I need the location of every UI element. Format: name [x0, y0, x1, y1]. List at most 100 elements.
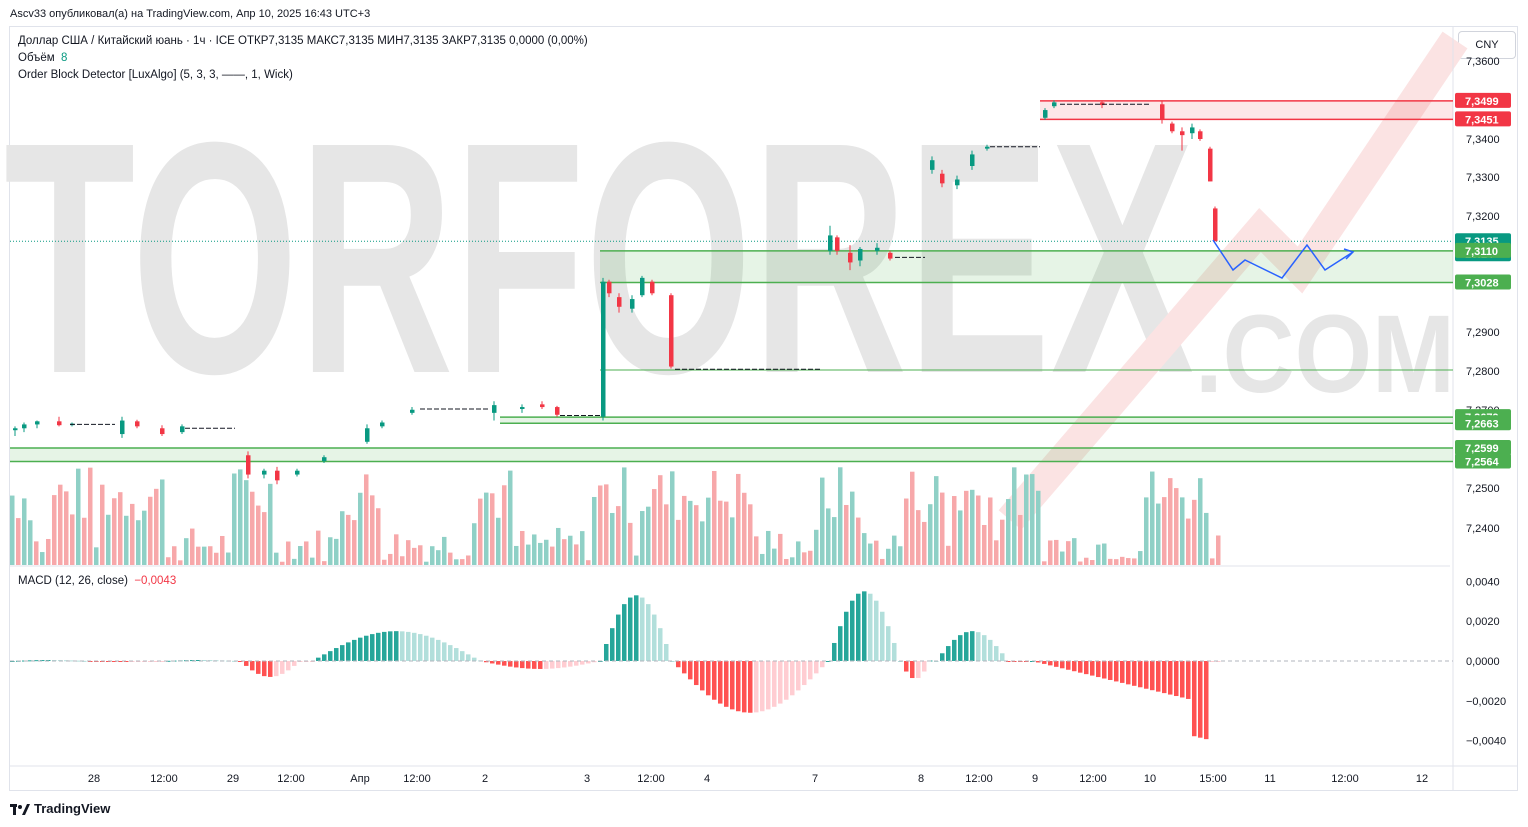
- volume-bar: [370, 495, 375, 565]
- macd-bar: [1174, 661, 1179, 697]
- candle-up: [410, 407, 415, 415]
- volume-bar: [436, 550, 441, 565]
- macd-bar: [352, 639, 357, 661]
- candle-body: [940, 173, 945, 184]
- volume-bar: [112, 498, 117, 565]
- macd-bar: [1150, 661, 1155, 691]
- macd-bar: [988, 639, 993, 661]
- macd-bar: [982, 635, 987, 661]
- macd-bar: [1072, 661, 1077, 672]
- volume-bar: [820, 477, 825, 565]
- candle-up: [365, 424, 370, 444]
- volume-bar: [760, 553, 765, 565]
- macd-bar: [628, 597, 633, 661]
- candle-body: [669, 295, 674, 367]
- volume-bar: [286, 541, 291, 565]
- macd-bar: [388, 631, 393, 661]
- volume-bar: [1024, 474, 1029, 565]
- macd-tick-label: 0,0020: [1466, 616, 1500, 628]
- price-label-box: [1455, 274, 1511, 290]
- macd-bar: [1180, 661, 1185, 698]
- volume-bar: [1108, 558, 1113, 565]
- macd-bar: [856, 593, 861, 661]
- volume-bar: [316, 530, 321, 565]
- candle-body: [180, 426, 185, 433]
- volume-bar: [256, 505, 261, 565]
- macd-bar: [1036, 661, 1041, 663]
- volume-bar: [844, 504, 849, 565]
- time-tick-label: Апр: [350, 773, 369, 785]
- macd-bar: [124, 661, 129, 662]
- volume-bar: [838, 467, 843, 565]
- candle-body: [1170, 123, 1175, 132]
- macd-bar: [694, 661, 699, 686]
- macd-bar: [556, 661, 561, 669]
- macd-bar: [532, 661, 537, 669]
- volume-bar: [664, 504, 669, 565]
- macd-bar: [862, 591, 867, 661]
- volume-bar: [1138, 551, 1143, 565]
- volume-bar: [76, 468, 81, 565]
- volume-bar: [400, 556, 405, 565]
- zone-fill: [500, 417, 1453, 424]
- projection-line: [1212, 239, 1354, 279]
- candle-up: [35, 420, 40, 429]
- macd-bar: [1096, 661, 1101, 678]
- zone-fill: [600, 250, 1453, 283]
- indicator-legend[interactable]: Order Block Detector [LuxAlgo] (5, 3, 3,…: [18, 69, 293, 81]
- candle-body: [1043, 110, 1048, 118]
- macd-bar: [526, 661, 531, 669]
- macd-legend[interactable]: MACD (12, 26, close) −0,0043: [18, 575, 176, 587]
- volume-bar: [1036, 490, 1041, 565]
- volume-bar: [478, 498, 483, 565]
- macd-bar: [916, 661, 921, 679]
- candle-body: [120, 420, 125, 435]
- macd-bar: [550, 661, 555, 669]
- volume-bar: [616, 506, 621, 565]
- macd-bar: [262, 661, 267, 677]
- volume-bar: [70, 514, 75, 565]
- volume-bar: [796, 541, 801, 565]
- candle-down: [555, 405, 560, 417]
- candle-down: [940, 169, 945, 188]
- macd-bar: [334, 648, 339, 661]
- volume-bar: [124, 515, 129, 565]
- currency-button[interactable]: CNY: [1458, 31, 1516, 59]
- volume-legend[interactable]: Объём 8: [18, 52, 67, 64]
- macd-bar: [1090, 661, 1095, 676]
- macd-bar: [34, 660, 39, 662]
- volume-bar: [706, 497, 711, 565]
- volume-bar: [94, 547, 99, 565]
- volume-bar: [922, 521, 927, 565]
- tradingview-brand[interactable]: TradingView: [10, 801, 110, 816]
- macd-bar: [874, 600, 879, 661]
- macd-bar: [274, 661, 279, 677]
- volume-bar: [868, 543, 873, 565]
- macd-bar: [316, 657, 321, 661]
- volume-bar: [802, 552, 807, 565]
- volume-bar: [742, 492, 747, 565]
- symbol-legend[interactable]: Доллар США / Китайский юань · 1ч · ICE О…: [18, 35, 588, 47]
- price-tick-label: 7,3600: [1466, 56, 1500, 68]
- volume-bar: [952, 496, 957, 565]
- volume-bar: [592, 496, 597, 565]
- macd-bar: [112, 661, 117, 662]
- candle-body: [1190, 127, 1195, 134]
- time-tick-label: 7: [812, 773, 818, 785]
- macd-bar: [394, 631, 399, 661]
- candle-down: [669, 293, 674, 369]
- macd-bar: [1054, 661, 1059, 667]
- volume-bar: [640, 511, 645, 565]
- volume-bar: [28, 520, 33, 565]
- volume-bar: [382, 559, 387, 565]
- volume-bar: [904, 498, 909, 565]
- volume-bar: [526, 544, 531, 565]
- volume-bar: [160, 479, 165, 565]
- macd-bar: [814, 661, 819, 674]
- volume-bar: [304, 541, 309, 565]
- price-label-box: [1455, 453, 1511, 469]
- candle-body: [322, 457, 327, 462]
- candle-body: [835, 237, 840, 251]
- candle-up: [520, 404, 525, 413]
